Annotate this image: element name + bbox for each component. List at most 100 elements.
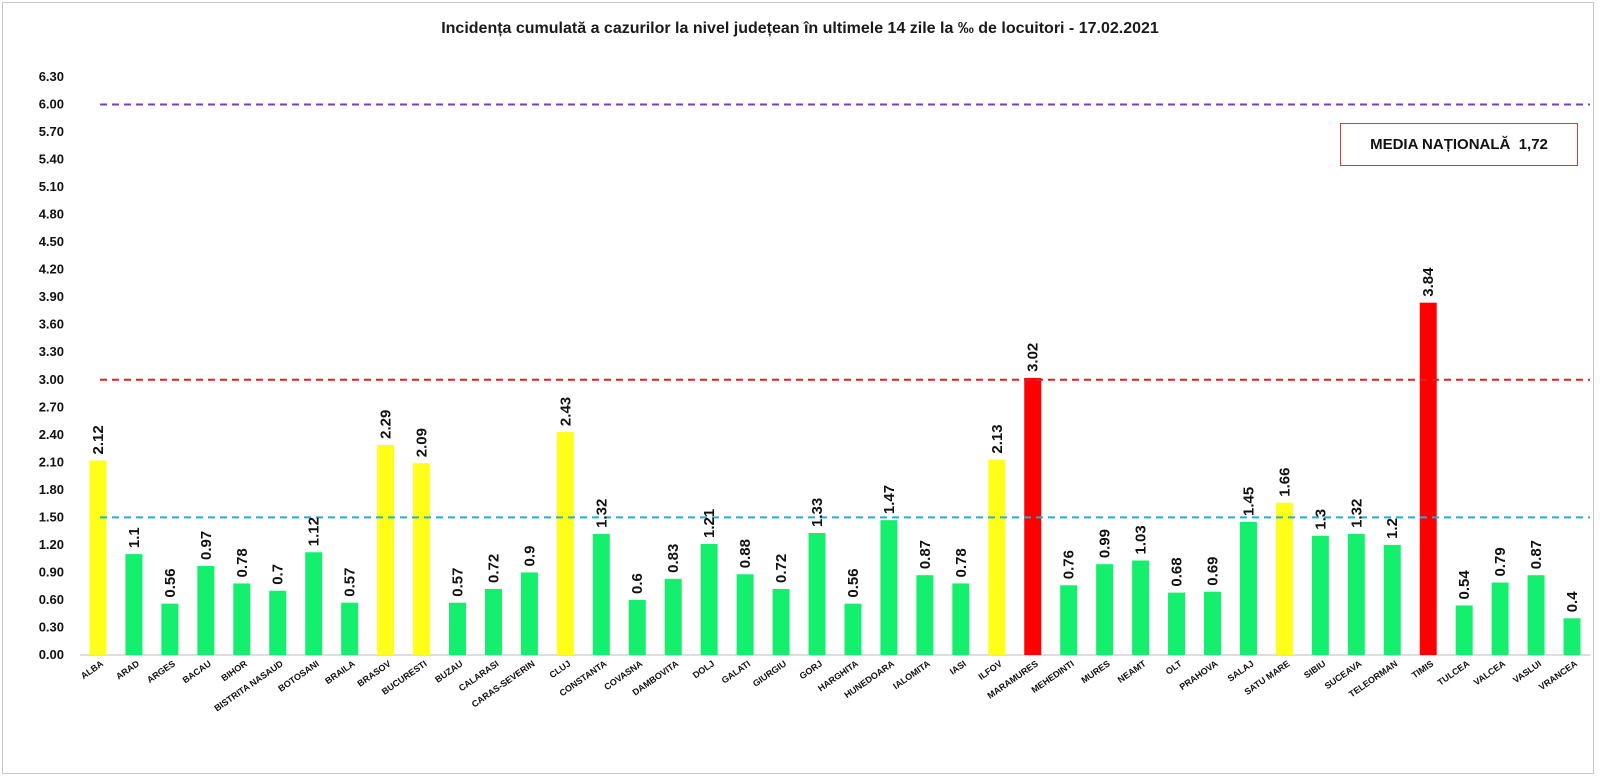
data-label: 0.87 xyxy=(1528,540,1545,569)
bar-mures xyxy=(1096,564,1114,655)
x-tick-label: ALBA xyxy=(79,658,106,681)
y-tick-label: 2.40 xyxy=(39,427,64,442)
bar-olt xyxy=(1168,592,1186,655)
x-tick-label: CARAS-SEVERIN xyxy=(470,658,537,709)
data-label: 0.83 xyxy=(665,544,682,573)
bar-arad xyxy=(125,554,143,655)
data-label: 1.33 xyxy=(809,498,826,527)
x-tick-label: CLUJ xyxy=(548,658,573,680)
x-tick-label: SALAJ xyxy=(1226,658,1256,683)
bar-brasov xyxy=(377,444,395,655)
data-label: 0.57 xyxy=(342,568,359,597)
bar-covasna xyxy=(628,599,646,655)
y-tick-label: 6.00 xyxy=(39,97,64,112)
x-tick-label: DOLJ xyxy=(691,658,716,680)
y-tick-label: 0.60 xyxy=(39,592,64,607)
x-tick-label: IALOMITA xyxy=(891,658,932,691)
data-label: 1.45 xyxy=(1240,487,1257,516)
data-label: 0.79 xyxy=(1492,547,1509,576)
y-tick-label: 0.90 xyxy=(39,564,64,579)
bar-valcea xyxy=(1491,582,1509,655)
bar-cluj xyxy=(556,432,574,655)
data-label: 2.13 xyxy=(989,424,1006,453)
data-label: 0.97 xyxy=(198,531,215,560)
bar-bistrita-nasaud xyxy=(269,590,287,655)
bar-satu-mare xyxy=(1275,502,1293,655)
y-tick-label: 5.70 xyxy=(39,124,64,139)
data-label: 1.32 xyxy=(1348,499,1365,528)
data-label: 3.84 xyxy=(1420,267,1437,297)
x-tick-label: ARGES xyxy=(145,658,177,685)
bar-vrancea xyxy=(1563,618,1581,655)
y-tick-label: 0.00 xyxy=(39,647,64,662)
x-tick-label: NEAMT xyxy=(1116,658,1148,685)
x-tick-label: BISTRITA NASAUD xyxy=(212,658,285,713)
x-tick-label: VALCEA xyxy=(1472,658,1508,687)
bar-neamt xyxy=(1132,560,1150,655)
data-label: 1.3 xyxy=(1312,509,1329,530)
x-tick-label: GIURGIU xyxy=(751,658,788,688)
data-label: 0.78 xyxy=(953,548,970,577)
bar-arges xyxy=(161,603,179,655)
x-tick-label: ILFOV xyxy=(976,658,1003,681)
bar-sibiu xyxy=(1311,535,1329,655)
bar-salaj xyxy=(1239,521,1257,655)
data-label: 0.7 xyxy=(270,564,287,585)
data-label: 1.21 xyxy=(701,509,718,538)
data-label: 1.32 xyxy=(593,499,610,528)
bar-braila xyxy=(341,602,359,655)
x-tick-label: BOTOSANI xyxy=(276,658,321,693)
y-tick-label: 6.30 xyxy=(39,69,64,84)
bar-alba xyxy=(89,460,107,655)
data-label: 0.6 xyxy=(629,573,646,594)
bar-dambovita xyxy=(664,578,682,655)
y-tick-label: 2.70 xyxy=(39,399,64,414)
bar-suceava xyxy=(1347,533,1365,655)
bar-hunedoara xyxy=(880,520,898,655)
data-label: 2.43 xyxy=(557,397,574,426)
data-label: 2.12 xyxy=(90,425,107,454)
y-tick-label: 4.50 xyxy=(39,234,64,249)
bar-teleorman xyxy=(1383,544,1401,655)
data-label: 3.02 xyxy=(1025,343,1042,372)
data-label: 0.72 xyxy=(773,554,790,583)
bar-mehedinti xyxy=(1060,585,1078,655)
y-tick-label: 3.90 xyxy=(39,289,64,304)
x-tick-label: SIBIU xyxy=(1302,658,1327,680)
bar-ialomita xyxy=(916,575,934,655)
x-tick-label: GORJ xyxy=(798,658,825,681)
data-label: 0.87 xyxy=(917,540,934,569)
bar-prahova xyxy=(1204,591,1221,655)
y-tick-label: 3.60 xyxy=(39,317,64,332)
y-tick-label: 2.10 xyxy=(39,454,64,469)
bar-galati xyxy=(736,574,754,655)
y-tick-label: 3.00 xyxy=(39,372,64,387)
bar-gorj xyxy=(808,532,826,655)
y-tick-label: 0.30 xyxy=(39,619,64,634)
data-label: 1.47 xyxy=(881,485,898,514)
data-label: 0.69 xyxy=(1205,556,1222,585)
x-tick-label: TIMIS xyxy=(1410,658,1435,680)
x-tick-label: BACAU xyxy=(181,658,213,685)
data-label: 1.12 xyxy=(306,517,323,546)
x-tick-label: TULCEA xyxy=(1436,658,1472,687)
x-tick-label: ARAD xyxy=(114,658,141,681)
bar-giurgiu xyxy=(772,588,790,655)
data-label: 0.4 xyxy=(1564,591,1581,613)
bar-botosani xyxy=(305,552,323,655)
y-tick-label: 4.20 xyxy=(39,262,64,277)
bar-maramures xyxy=(1024,377,1042,655)
x-tick-label: VASLUI xyxy=(1511,658,1543,685)
bar-timis xyxy=(1419,302,1437,655)
bar-iasi xyxy=(952,583,970,655)
x-tick-label: VRANCEA xyxy=(1537,658,1580,692)
national-average-box: MEDIA NAȚIONALĂ 1,72 xyxy=(1340,123,1578,166)
x-tick-label: BIHOR xyxy=(219,658,249,683)
x-tick-label: PRAHOVA xyxy=(1178,658,1220,692)
data-label: 0.99 xyxy=(1097,529,1114,558)
y-tick-label: 1.80 xyxy=(39,482,64,497)
bar-harghita xyxy=(844,603,862,655)
y-tick-label: 5.10 xyxy=(39,179,64,194)
y-tick-label: 3.30 xyxy=(39,344,64,359)
